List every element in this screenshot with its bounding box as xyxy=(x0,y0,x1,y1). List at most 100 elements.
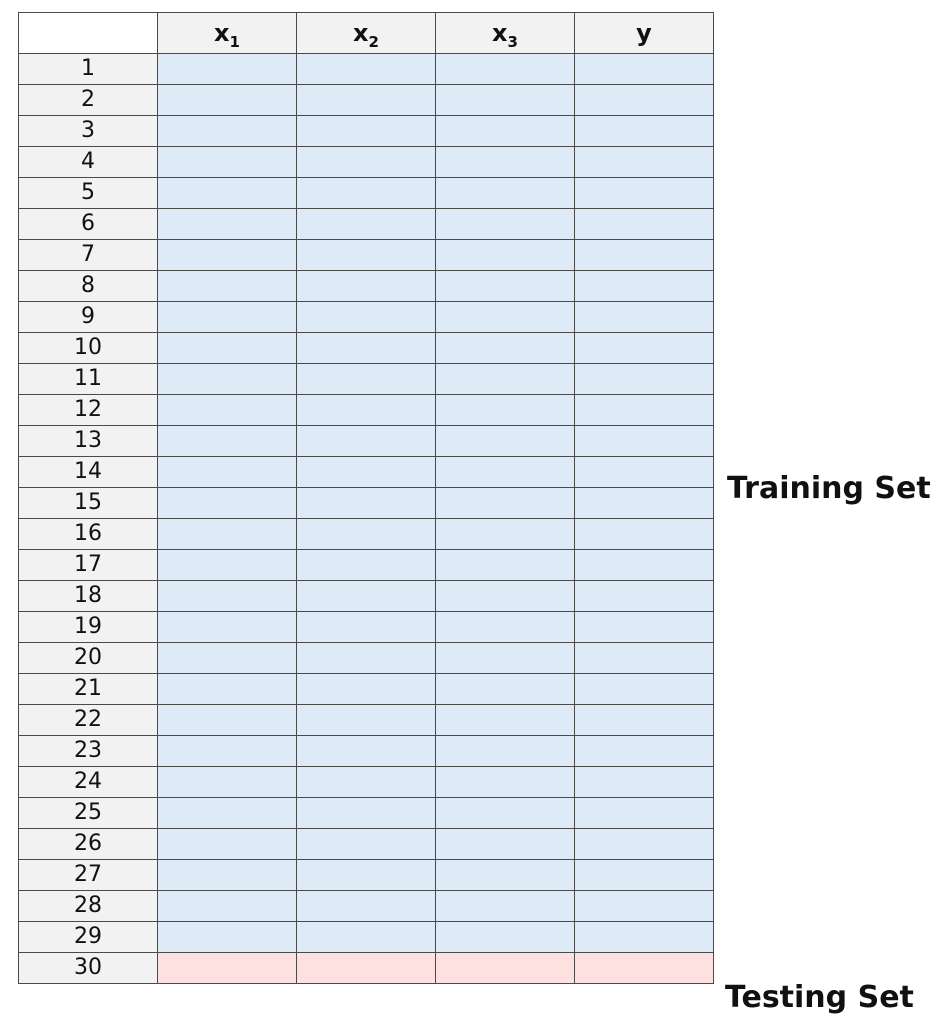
training-cell[interactable] xyxy=(435,146,575,178)
training-cell[interactable] xyxy=(435,642,575,674)
training-cell[interactable] xyxy=(157,859,297,891)
training-cell[interactable] xyxy=(157,518,297,550)
training-cell[interactable] xyxy=(296,332,436,364)
training-cell[interactable] xyxy=(435,611,575,643)
training-cell[interactable] xyxy=(296,146,436,178)
training-cell[interactable] xyxy=(296,487,436,519)
training-cell[interactable] xyxy=(574,332,714,364)
training-cell[interactable] xyxy=(157,53,297,85)
training-cell[interactable] xyxy=(574,766,714,798)
training-cell[interactable] xyxy=(574,84,714,116)
training-cell[interactable] xyxy=(157,363,297,395)
training-cell[interactable] xyxy=(435,332,575,364)
training-cell[interactable] xyxy=(157,797,297,829)
training-cell[interactable] xyxy=(574,735,714,767)
training-cell[interactable] xyxy=(435,859,575,891)
training-cell[interactable] xyxy=(157,84,297,116)
training-cell[interactable] xyxy=(157,890,297,922)
training-cell[interactable] xyxy=(157,673,297,705)
training-cell[interactable] xyxy=(296,859,436,891)
testing-cell[interactable] xyxy=(157,952,297,984)
training-cell[interactable] xyxy=(296,177,436,209)
training-cell[interactable] xyxy=(296,394,436,426)
training-cell[interactable] xyxy=(296,735,436,767)
training-cell[interactable] xyxy=(435,766,575,798)
training-cell[interactable] xyxy=(296,53,436,85)
training-cell[interactable] xyxy=(435,797,575,829)
training-cell[interactable] xyxy=(296,208,436,240)
training-cell[interactable] xyxy=(435,115,575,147)
training-cell[interactable] xyxy=(296,425,436,457)
training-cell[interactable] xyxy=(435,239,575,271)
training-cell[interactable] xyxy=(435,301,575,333)
training-cell[interactable] xyxy=(296,580,436,612)
training-cell[interactable] xyxy=(435,549,575,581)
training-cell[interactable] xyxy=(574,239,714,271)
training-cell[interactable] xyxy=(157,115,297,147)
training-cell[interactable] xyxy=(435,735,575,767)
training-cell[interactable] xyxy=(574,425,714,457)
training-cell[interactable] xyxy=(574,859,714,891)
training-cell[interactable] xyxy=(296,270,436,302)
training-cell[interactable] xyxy=(296,704,436,736)
training-cell[interactable] xyxy=(157,828,297,860)
training-cell[interactable] xyxy=(157,766,297,798)
training-cell[interactable] xyxy=(435,270,575,302)
training-cell[interactable] xyxy=(435,487,575,519)
training-cell[interactable] xyxy=(435,580,575,612)
training-cell[interactable] xyxy=(157,549,297,581)
training-cell[interactable] xyxy=(435,394,575,426)
training-cell[interactable] xyxy=(157,394,297,426)
training-cell[interactable] xyxy=(574,363,714,395)
training-cell[interactable] xyxy=(574,611,714,643)
training-cell[interactable] xyxy=(296,890,436,922)
training-cell[interactable] xyxy=(574,115,714,147)
training-cell[interactable] xyxy=(574,456,714,488)
training-cell[interactable] xyxy=(157,301,297,333)
training-cell[interactable] xyxy=(574,673,714,705)
training-cell[interactable] xyxy=(435,84,575,116)
training-cell[interactable] xyxy=(296,84,436,116)
training-cell[interactable] xyxy=(574,146,714,178)
training-cell[interactable] xyxy=(296,828,436,860)
training-cell[interactable] xyxy=(574,487,714,519)
training-cell[interactable] xyxy=(157,239,297,271)
training-cell[interactable] xyxy=(435,828,575,860)
training-cell[interactable] xyxy=(296,301,436,333)
training-cell[interactable] xyxy=(296,673,436,705)
training-cell[interactable] xyxy=(296,921,436,953)
training-cell[interactable] xyxy=(296,797,436,829)
training-cell[interactable] xyxy=(296,766,436,798)
training-cell[interactable] xyxy=(574,549,714,581)
training-cell[interactable] xyxy=(157,425,297,457)
training-cell[interactable] xyxy=(157,735,297,767)
training-cell[interactable] xyxy=(157,642,297,674)
training-cell[interactable] xyxy=(574,797,714,829)
training-cell[interactable] xyxy=(157,704,297,736)
training-cell[interactable] xyxy=(574,518,714,550)
training-cell[interactable] xyxy=(435,363,575,395)
training-cell[interactable] xyxy=(157,146,297,178)
training-cell[interactable] xyxy=(157,611,297,643)
training-cell[interactable] xyxy=(157,332,297,364)
training-cell[interactable] xyxy=(574,642,714,674)
training-cell[interactable] xyxy=(157,921,297,953)
training-cell[interactable] xyxy=(296,115,436,147)
testing-cell[interactable] xyxy=(574,952,714,984)
training-cell[interactable] xyxy=(435,456,575,488)
training-cell[interactable] xyxy=(296,518,436,550)
training-cell[interactable] xyxy=(574,394,714,426)
training-cell[interactable] xyxy=(574,580,714,612)
training-cell[interactable] xyxy=(296,642,436,674)
training-cell[interactable] xyxy=(435,890,575,922)
training-cell[interactable] xyxy=(574,270,714,302)
training-cell[interactable] xyxy=(296,456,436,488)
training-cell[interactable] xyxy=(157,177,297,209)
training-cell[interactable] xyxy=(157,270,297,302)
training-cell[interactable] xyxy=(574,53,714,85)
training-cell[interactable] xyxy=(435,921,575,953)
training-cell[interactable] xyxy=(296,239,436,271)
training-cell[interactable] xyxy=(574,208,714,240)
training-cell[interactable] xyxy=(435,673,575,705)
training-cell[interactable] xyxy=(296,549,436,581)
